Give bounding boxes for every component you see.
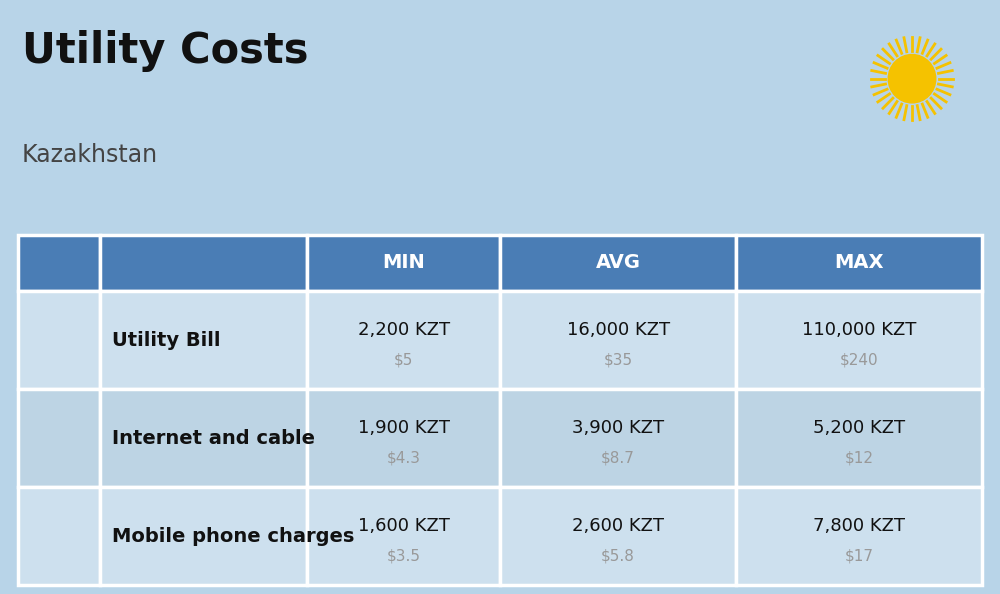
Bar [307, 487, 500, 585]
Circle shape [888, 55, 936, 103]
Bar [32, 509, 86, 563]
Text: 2,600 KZT: 2,600 KZT [572, 517, 664, 535]
Bar [736, 235, 982, 291]
Bar [307, 291, 500, 389]
Text: $17: $17 [845, 548, 874, 563]
Text: AVG: AVG [596, 254, 641, 272]
Bar [32, 411, 86, 465]
Bar [18, 389, 100, 487]
Text: 7,800 KZT: 7,800 KZT [813, 517, 905, 535]
Bar [100, 389, 307, 487]
Text: 1,600 KZT: 1,600 KZT [358, 517, 450, 535]
Bar [18, 487, 100, 585]
Text: 2,200 KZT: 2,200 KZT [358, 321, 450, 339]
Bar [307, 389, 500, 487]
Bar [500, 487, 736, 585]
Text: 16,000 KZT: 16,000 KZT [567, 321, 670, 339]
Text: MAX: MAX [834, 254, 884, 272]
Text: 110,000 KZT: 110,000 KZT [802, 321, 916, 339]
Bar [18, 235, 100, 291]
Bar [307, 235, 500, 291]
Text: $35: $35 [604, 352, 633, 367]
Text: Mobile phone charges: Mobile phone charges [112, 527, 354, 545]
Bar [32, 313, 86, 367]
Bar [736, 389, 982, 487]
Text: 1,900 KZT: 1,900 KZT [358, 419, 450, 437]
Bar [100, 235, 307, 291]
Text: 3,900 KZT: 3,900 KZT [572, 419, 664, 437]
Bar [736, 487, 982, 585]
Text: Utility Costs: Utility Costs [22, 30, 308, 72]
Bar [100, 487, 307, 585]
Text: Internet and cable: Internet and cable [112, 429, 315, 447]
Bar [736, 291, 982, 389]
Text: $5: $5 [394, 352, 413, 367]
Bar [18, 291, 100, 389]
Text: Kazakhstan: Kazakhstan [22, 143, 158, 166]
Text: MIN: MIN [382, 254, 425, 272]
Bar [500, 389, 736, 487]
Text: $12: $12 [845, 450, 874, 465]
Bar [100, 291, 307, 389]
Text: $8.7: $8.7 [601, 450, 635, 465]
Text: $4.3: $4.3 [387, 450, 421, 465]
Bar [500, 235, 736, 291]
Bar [500, 291, 736, 389]
Text: $3.5: $3.5 [387, 548, 421, 563]
Text: $240: $240 [840, 352, 878, 367]
Text: Utility Bill: Utility Bill [112, 331, 220, 349]
Text: $5.8: $5.8 [601, 548, 635, 563]
Text: 5,200 KZT: 5,200 KZT [813, 419, 905, 437]
